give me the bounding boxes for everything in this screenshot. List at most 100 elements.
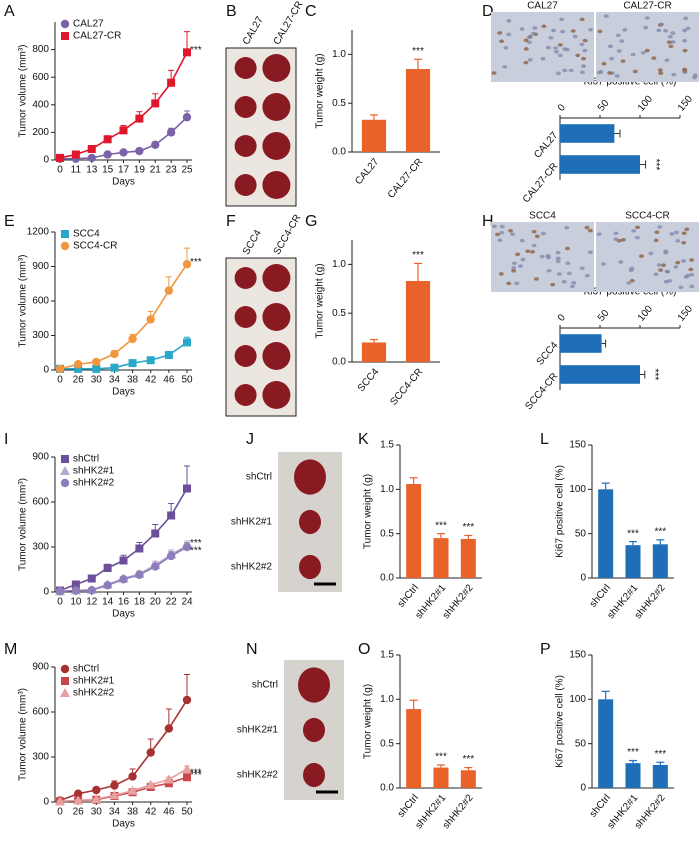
- y-tick-label: CAL27: [532, 130, 560, 161]
- cell: [648, 251, 654, 256]
- marker: [151, 529, 160, 538]
- photo-caption: shCtrl: [252, 680, 278, 691]
- x-tick-label: 25: [181, 165, 193, 176]
- x-tick-label: 11: [71, 165, 82, 176]
- y-tick-label: 0.0: [332, 357, 346, 368]
- marker: [183, 48, 191, 57]
- y-tick-label: 1.5: [380, 650, 394, 661]
- cell: [526, 35, 532, 40]
- cell: [664, 58, 670, 63]
- marker: [164, 351, 173, 360]
- x-tick-label: shCtrl: [588, 583, 613, 610]
- x-tick-label: 14: [102, 597, 114, 608]
- panel-label: H: [482, 213, 494, 230]
- panel-label: I: [4, 431, 8, 448]
- y-axis-label: Tumor volume (mm³): [18, 478, 29, 571]
- marker: [73, 789, 83, 798]
- x-tick-label: 0: [57, 597, 63, 608]
- y-tick-label: 0: [43, 155, 49, 166]
- y-tick-label: 0.5: [380, 528, 394, 539]
- cell: [497, 238, 503, 243]
- bar: [460, 538, 476, 578]
- cell: [635, 225, 641, 230]
- y-tick-label: 50: [575, 738, 587, 749]
- annotation: ***: [190, 257, 202, 268]
- bar: [460, 770, 476, 788]
- cell: [579, 17, 585, 22]
- tumor: [262, 54, 291, 82]
- annotation: ***: [462, 522, 474, 533]
- marker: [60, 466, 70, 475]
- cell: [582, 38, 588, 43]
- cell: [498, 272, 504, 276]
- cell: [644, 48, 650, 53]
- cell: [506, 281, 512, 286]
- marker: [87, 574, 96, 583]
- cell: [634, 235, 640, 240]
- cell: [572, 34, 578, 39]
- cell: [644, 16, 650, 20]
- cell: [613, 231, 619, 236]
- marker: [182, 260, 192, 269]
- cell: [628, 268, 634, 273]
- bar: [433, 538, 449, 578]
- marker: [87, 586, 96, 595]
- cell: [683, 16, 689, 21]
- y-tick-label: 600: [32, 72, 49, 83]
- panel-label: A: [4, 3, 15, 20]
- cell: [532, 26, 538, 30]
- marker: [182, 764, 192, 773]
- bar: [405, 69, 431, 152]
- panel-label: F: [226, 213, 236, 230]
- cell: [663, 279, 669, 284]
- panel-label: G: [305, 213, 317, 230]
- cell: [556, 272, 562, 276]
- legend-label: shHK2#1: [73, 676, 115, 687]
- y-tick-label: 900: [32, 662, 49, 673]
- cell: [510, 232, 516, 237]
- cell: [600, 262, 606, 266]
- cell: [566, 271, 572, 276]
- cell: [614, 74, 620, 78]
- marker: [74, 364, 83, 373]
- marker: [166, 551, 176, 561]
- marker: [146, 748, 155, 757]
- cell: [669, 232, 675, 236]
- marker: [60, 241, 70, 251]
- cell: [601, 61, 607, 66]
- x-axis-label: Days: [112, 177, 135, 188]
- cell: [499, 230, 505, 235]
- cell: [678, 285, 684, 290]
- marker: [135, 114, 144, 123]
- y-tick-label: 0.0: [380, 783, 394, 794]
- panel-label: E: [4, 213, 15, 230]
- cell: [553, 50, 559, 54]
- x-tick-label: shCtrl: [588, 793, 613, 820]
- x-axis-label: Days: [112, 819, 135, 830]
- cell: [526, 40, 532, 45]
- marker: [55, 796, 65, 806]
- cell: [682, 38, 688, 43]
- x-tick-label: 0: [57, 165, 63, 176]
- cell: [670, 40, 676, 44]
- bar: [361, 342, 387, 362]
- cell: [582, 48, 588, 53]
- cell: [671, 72, 677, 77]
- cell: [514, 281, 520, 286]
- marker: [55, 364, 65, 374]
- y-tick-label: 1.0: [380, 484, 394, 495]
- marker: [183, 338, 191, 347]
- cell: [607, 71, 613, 75]
- photo-caption: shCtrl: [246, 472, 272, 483]
- marker: [110, 349, 119, 359]
- cell: [497, 31, 503, 35]
- cell: [499, 39, 505, 44]
- series-line: [59, 51, 188, 159]
- tumor: [262, 264, 291, 292]
- cell: [688, 267, 694, 272]
- cell: [682, 70, 688, 75]
- marker: [61, 230, 69, 238]
- y-tick-label: 100: [569, 484, 586, 495]
- bar: [625, 763, 641, 788]
- cell: [564, 225, 570, 230]
